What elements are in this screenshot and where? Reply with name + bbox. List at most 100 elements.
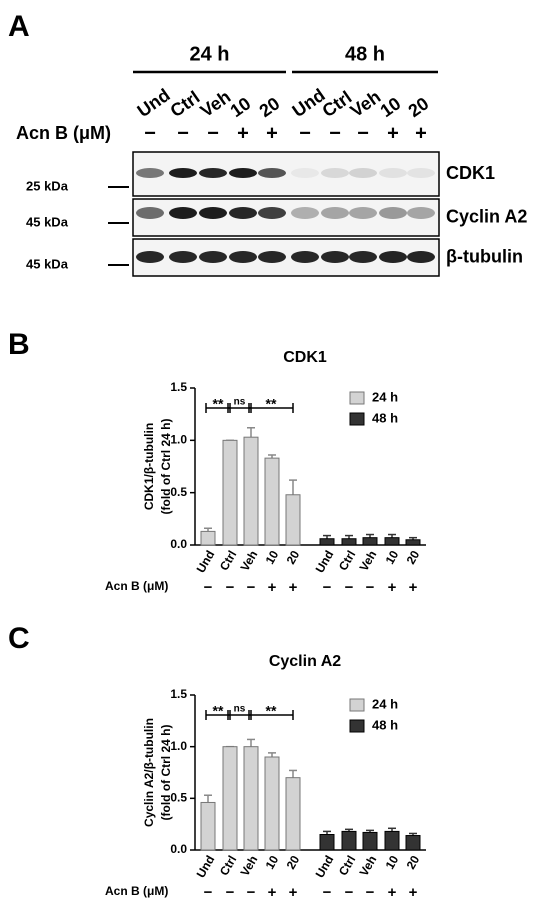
- chart-title: CDK1: [283, 349, 327, 366]
- treatment-sign: +: [388, 579, 397, 596]
- band: [199, 207, 227, 219]
- x-tick-label: Ctrl: [336, 853, 358, 878]
- bar: [319, 538, 335, 546]
- y-tick-label: 1.5: [170, 687, 187, 701]
- y-tick-label: 1.0: [170, 433, 187, 447]
- band: [407, 251, 435, 263]
- treatment-sign: −: [323, 579, 332, 596]
- treatment-sign: −: [366, 884, 375, 901]
- bar: [405, 835, 421, 851]
- treatment-sign: +: [387, 122, 399, 144]
- lane-label: 10: [227, 93, 255, 121]
- bar: [243, 436, 259, 546]
- legend-label: 24 h: [372, 696, 398, 711]
- legend-label: 48 h: [372, 717, 398, 732]
- treatment-sign: +: [237, 122, 249, 144]
- bar: [341, 538, 357, 546]
- treatment-sign: +: [415, 122, 427, 144]
- chart-title: Cyclin A2: [269, 653, 341, 670]
- treatment-sign: +: [409, 884, 418, 901]
- marker-label: 45 kDa: [26, 214, 69, 229]
- band: [291, 207, 319, 219]
- treatment-sign: +: [289, 579, 298, 596]
- treatment-label: Acn B (μM): [105, 884, 168, 898]
- y-tick-label: 0.5: [170, 485, 187, 499]
- bar: [264, 457, 280, 546]
- band: [258, 207, 286, 219]
- x-tick-label: Veh: [238, 853, 261, 878]
- band: [258, 251, 286, 263]
- treatment-sign: −: [144, 122, 156, 144]
- lane-label: 20: [405, 93, 433, 121]
- y-tick-label: 0.0: [170, 537, 187, 551]
- treatment-sign: −: [177, 122, 189, 144]
- treatment-sign: −: [226, 579, 235, 596]
- marker-label: 25 kDa: [26, 178, 69, 193]
- band: [407, 168, 435, 178]
- x-tick-label: 20: [284, 853, 303, 872]
- bar: [200, 801, 216, 851]
- treatment-sign: −: [207, 122, 219, 144]
- band: [379, 251, 407, 263]
- x-tick-label: 10: [383, 548, 402, 567]
- treatment-sign: +: [268, 884, 277, 901]
- bar: [384, 830, 400, 851]
- treatment-sign: −: [226, 884, 235, 901]
- band: [291, 168, 319, 178]
- treatment-sign: −: [323, 884, 332, 901]
- y-axis-label: (fold of Ctrl 24 h): [159, 725, 173, 821]
- lane-label: 10: [377, 93, 405, 121]
- treatment-sign: −: [204, 884, 213, 901]
- x-tick-label: Ctrl: [217, 853, 239, 878]
- x-tick-label: 10: [263, 853, 282, 872]
- band: [321, 168, 349, 178]
- x-tick-label: Veh: [357, 853, 380, 878]
- treatment-sign: +: [266, 122, 278, 144]
- band: [379, 168, 407, 178]
- y-tick-label: 1.0: [170, 739, 187, 753]
- legend-swatch: [349, 391, 365, 405]
- protein-label: β-tubulin: [446, 246, 523, 266]
- lane-label: 20: [256, 93, 284, 121]
- band: [291, 251, 319, 263]
- bar: [243, 746, 259, 851]
- y-axis-label: CDK1/β-tubulin: [142, 423, 156, 510]
- treatment-sign: +: [268, 579, 277, 596]
- panel-label: A: [8, 10, 30, 43]
- band: [136, 251, 164, 263]
- marker-label: 45 kDa: [26, 256, 69, 271]
- protein-label: CDK1: [446, 163, 495, 183]
- band: [169, 168, 197, 178]
- bar: [285, 777, 301, 851]
- x-tick-label: 20: [284, 548, 303, 567]
- x-tick-label: Ctrl: [217, 548, 239, 573]
- bar: [362, 831, 378, 851]
- significance: ns: [234, 397, 246, 408]
- band: [136, 168, 164, 178]
- bar: [285, 494, 301, 546]
- y-tick-label: 1.5: [170, 380, 187, 394]
- band: [199, 251, 227, 263]
- y-tick-label: 0.5: [170, 791, 187, 805]
- significance: ns: [234, 704, 246, 715]
- bar: [200, 530, 216, 546]
- significance: **: [213, 703, 224, 719]
- x-tick-label: 10: [263, 548, 282, 567]
- band: [229, 207, 257, 219]
- band: [349, 168, 377, 178]
- bar: [362, 537, 378, 546]
- band: [229, 168, 257, 178]
- x-tick-label: Und: [194, 548, 218, 575]
- band: [349, 251, 377, 263]
- bar: [341, 830, 357, 851]
- legend-swatch: [349, 719, 365, 733]
- bar: [222, 439, 238, 546]
- time-label: 48 h: [345, 43, 385, 65]
- significance: **: [213, 396, 224, 412]
- x-tick-label: Veh: [238, 548, 261, 573]
- x-tick-label: Und: [313, 548, 337, 575]
- treatment-label: Acn B (μM): [105, 579, 168, 593]
- bar: [264, 756, 280, 851]
- x-tick-label: Veh: [357, 548, 380, 573]
- x-tick-label: Und: [313, 853, 337, 880]
